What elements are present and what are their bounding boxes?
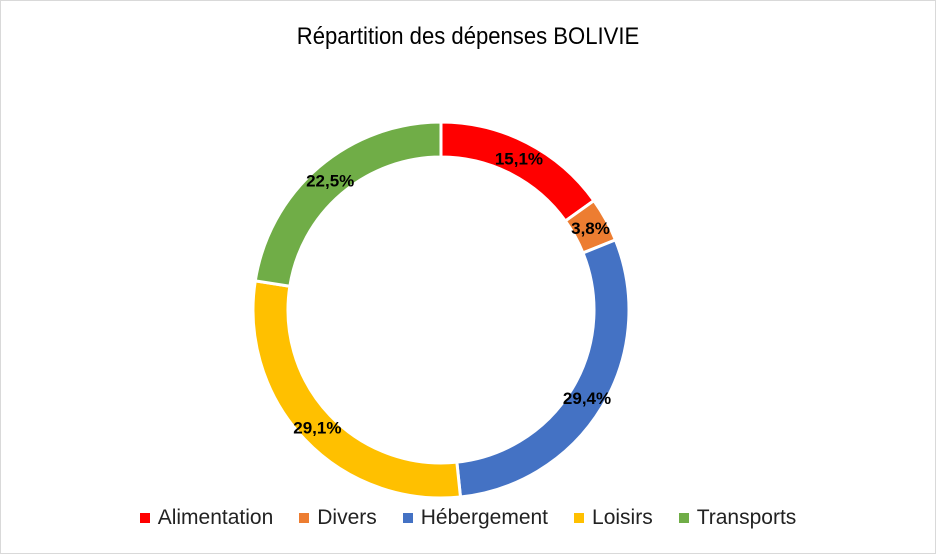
legend-swatch [678,513,689,523]
legend-item-alimentation: Alimentation [139,506,274,530]
donut-slice-hébergement [455,237,631,499]
legend-label: Loisirs [592,506,653,529]
data-label-transports: 22,5% [306,171,354,190]
donut-slice-loisirs [251,279,463,500]
data-label-loisirs: 29,1% [293,418,341,437]
legend-item-hébergement: Hébergement [402,506,549,530]
legend-swatch [139,513,150,523]
legend-item-transports: Transports [678,506,797,530]
legend-label: Hébergement [420,506,549,529]
legend-label: Alimentation [157,506,274,529]
donut-slice-alimentation [439,120,596,224]
legend-swatch [299,513,310,523]
legend-item-divers: Divers [299,506,377,530]
data-label-divers: 3,8% [571,219,610,238]
donut-slice-transports [253,120,443,288]
legend-swatch [574,513,585,523]
data-label-hébergement: 29,4% [563,389,611,408]
legend-label: Divers [317,506,377,529]
chart-legend: Alimentation Divers Hébergement Loisirs Tran… [1,506,935,530]
data-label-alimentation: 15,1% [495,149,543,168]
legend-swatch [402,513,413,523]
chart-title: Répartition des dépenses BOLIVIE [296,23,640,50]
legend-item-loisirs: Loisirs [574,506,653,530]
legend-label: Transports [696,506,797,529]
